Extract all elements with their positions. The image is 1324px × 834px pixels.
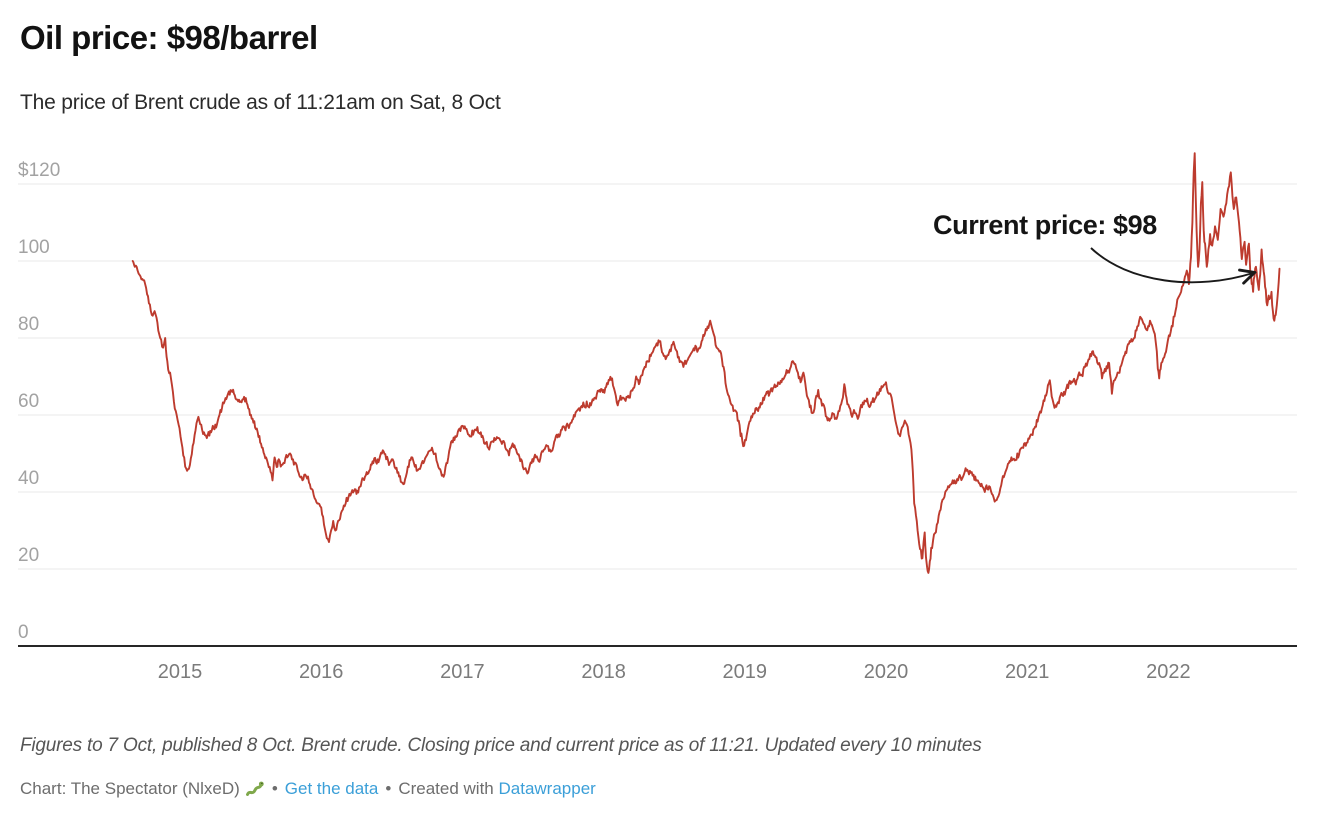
y-tick-label: 0 bbox=[18, 622, 29, 643]
x-tick-label: 2015 bbox=[158, 661, 203, 683]
gridlines bbox=[18, 183, 1297, 647]
x-tick-label: 2016 bbox=[299, 661, 344, 683]
y-tick-label: 100 bbox=[18, 237, 50, 258]
x-tick-label: 2019 bbox=[723, 661, 768, 683]
bullet-separator: • bbox=[271, 779, 278, 798]
footer-note: Figures to 7 Oct, published 8 Oct. Brent… bbox=[20, 735, 982, 756]
page-title: Oil price: $98/barrel bbox=[20, 19, 318, 56]
page-subtitle: The price of Brent crude as of 11:21am o… bbox=[20, 91, 501, 114]
y-tick-label: 40 bbox=[18, 468, 39, 489]
x-tick-label: 2020 bbox=[864, 661, 909, 683]
created-with-label: Created with bbox=[398, 779, 494, 798]
y-tick-label: 60 bbox=[18, 391, 39, 412]
y-tick-label: 80 bbox=[18, 314, 39, 335]
annotation-label: Current price: $98 bbox=[933, 210, 1157, 240]
snake-emoji-icon bbox=[245, 780, 265, 802]
x-tick-label: 2022 bbox=[1146, 661, 1191, 683]
x-tick-label: 2021 bbox=[1005, 661, 1050, 683]
get-data-link[interactable]: Get the data bbox=[284, 779, 379, 798]
y-axis-labels: $120 100 80 60 40 20 0 bbox=[18, 160, 60, 643]
bullet-separator: • bbox=[385, 779, 392, 798]
credit-prefix: Chart: The Spectator (NlxeD) bbox=[20, 779, 240, 798]
annotation-arrow bbox=[1090, 247, 1253, 282]
datawrapper-link[interactable]: Datawrapper bbox=[498, 779, 596, 798]
x-axis-labels: 2015 2016 2017 2018 2019 2020 2021 2022 bbox=[158, 661, 1191, 683]
credit-line: Chart: The Spectator (NlxeD) • Get the da… bbox=[20, 779, 596, 802]
y-tick-label: $120 bbox=[18, 160, 60, 181]
price-line-series bbox=[131, 152, 1281, 574]
x-tick-label: 2018 bbox=[581, 661, 626, 683]
y-tick-label: 20 bbox=[18, 545, 39, 566]
x-tick-label: 2017 bbox=[440, 661, 485, 683]
